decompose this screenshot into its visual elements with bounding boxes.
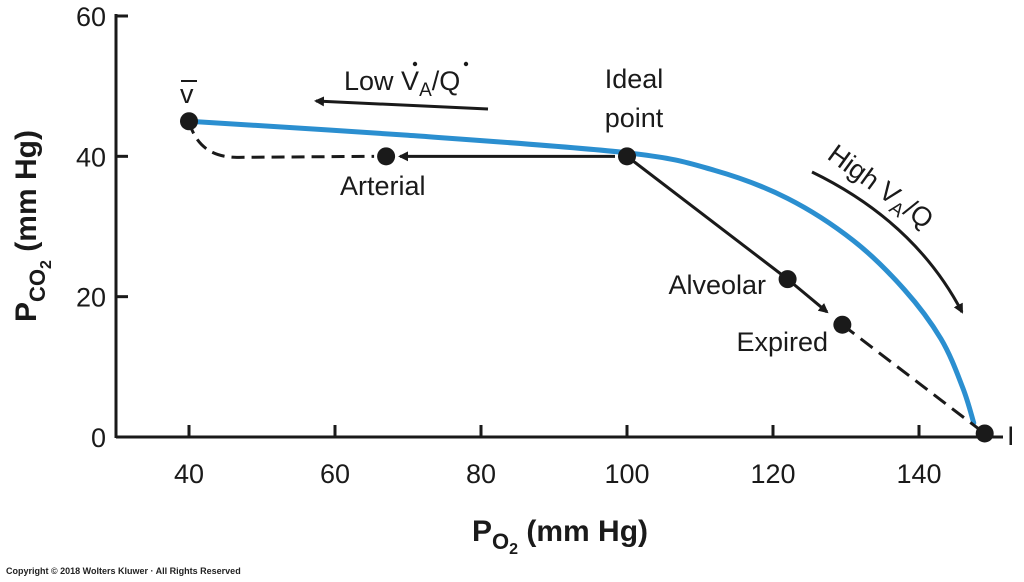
x-tick-label: 80	[466, 459, 496, 489]
va-q-line	[186, 118, 977, 426]
y-tick-label: 20	[76, 283, 106, 313]
mixed-venous-label: v	[180, 79, 194, 109]
ideal-point	[618, 147, 636, 166]
x-axis-label: PO2 (mm Hg)	[472, 515, 648, 558]
arterial-point	[377, 147, 396, 166]
ideal-point-label-line1: Ideal	[605, 64, 664, 94]
x-axis-label-sub: O	[492, 529, 509, 554]
y-axis-label: PCO2 (mm Hg)	[10, 130, 55, 322]
x-tick-label: 120	[750, 459, 795, 489]
x-ticks: 40 60 80 100 120 140	[174, 425, 942, 489]
low-va-q-arrow	[314, 96, 489, 111]
y-axis-label-main: P	[10, 302, 43, 322]
y-axis-label-sub: CO	[25, 269, 50, 302]
inspired-label: I	[1007, 421, 1015, 451]
low-va-q-prefix: Low	[344, 66, 401, 96]
y-tick-label: 40	[76, 142, 106, 172]
expired-point	[833, 315, 852, 334]
y-axis: 0 20 40 60	[76, 2, 128, 453]
x-axis: 40 60 80 100 120 140	[116, 425, 1003, 489]
y-axis-label-subsub: 2	[38, 260, 55, 269]
point-labels: v Arterial Ideal point Alveolar Expired …	[180, 64, 1015, 451]
y-axis-label-unit: (mm Hg)	[10, 130, 43, 260]
inspired-point	[975, 424, 994, 443]
low-va-q-v: V	[401, 66, 419, 96]
arterial-label: Arterial	[340, 171, 426, 201]
x-axis-label-unit: (mm Hg)	[518, 515, 648, 548]
low-va-q-q: Q	[439, 66, 460, 96]
data-points	[180, 112, 994, 443]
ideal-point-label-line2: point	[605, 103, 664, 133]
low-va-q-dot-q	[463, 61, 469, 67]
x-tick-label: 40	[174, 459, 204, 489]
x-axis-label-main: P	[472, 515, 492, 548]
expired-to-inspired-dashed-line	[841, 323, 986, 435]
copyright-notice: Copyright © 2018 Wolters Kluwer · All Ri…	[6, 566, 241, 576]
low-va-q-sep: /	[432, 66, 440, 96]
x-tick-label: 100	[604, 459, 649, 489]
low-va-q-dot-v	[412, 61, 418, 67]
x-tick-label: 60	[320, 459, 350, 489]
low-va-q-sub: A	[419, 80, 432, 101]
expired-label: Expired	[736, 327, 828, 357]
y-ticks: 0 20 40 60	[76, 2, 128, 453]
alveolar-point	[778, 270, 797, 289]
alveolar-label: Alveolar	[668, 270, 766, 300]
x-axis-label-subsub: 2	[509, 541, 518, 558]
y-tick-label: 0	[91, 423, 106, 453]
low-va-q-text: Low VA/Q	[344, 66, 460, 101]
mixed-venous-point	[180, 112, 198, 131]
x-tick-label: 140	[896, 459, 941, 489]
ideal-to-alveolar-line	[626, 155, 789, 281]
high-va-q-text: High VA/Q	[820, 139, 939, 239]
high-va-q-arrow	[811, 170, 964, 314]
low-va-q-annotation: Low VA/Q	[314, 61, 489, 111]
y-tick-label: 60	[76, 2, 106, 32]
